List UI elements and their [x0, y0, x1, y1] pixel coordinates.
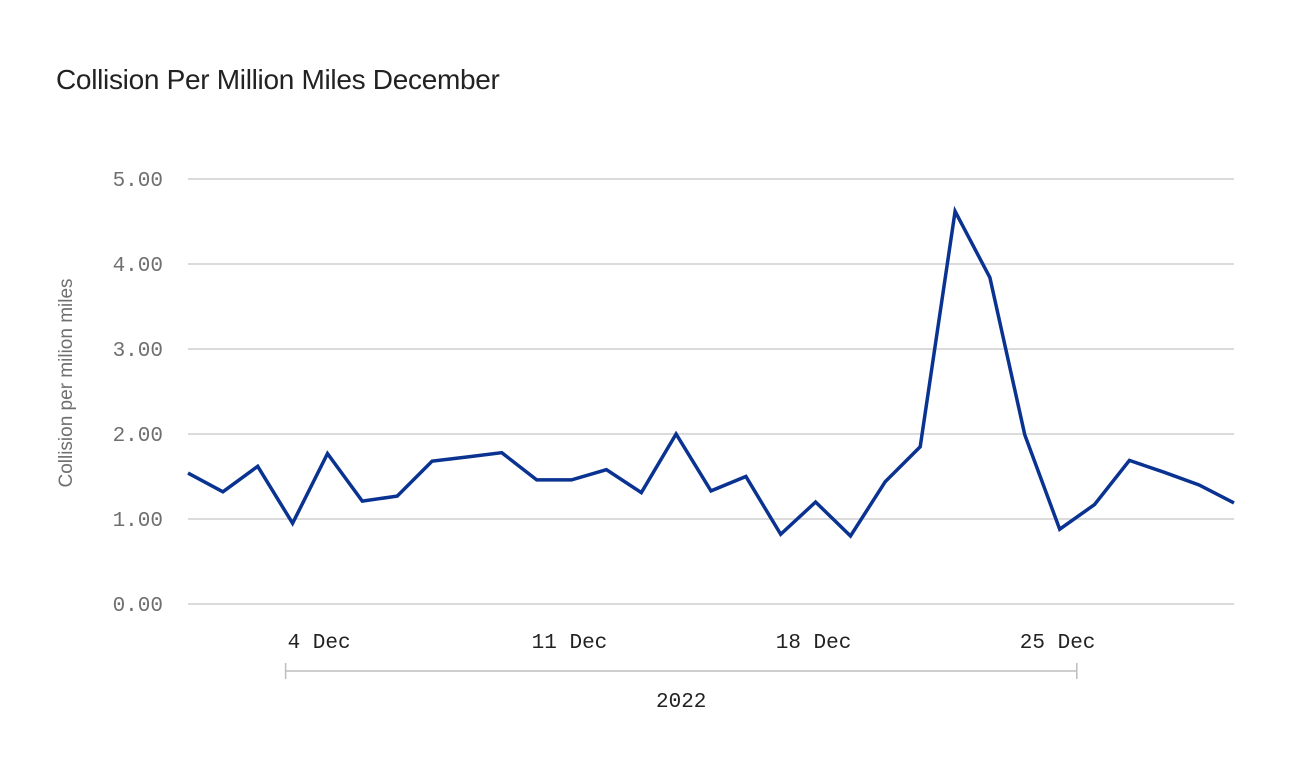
data-point[interactable]	[391, 490, 403, 502]
data-point[interactable]	[182, 467, 194, 479]
chart-title: Collision Per Million Miles December	[56, 64, 500, 95]
data-point[interactable]	[600, 464, 612, 476]
y-tick-label: 4.00	[113, 255, 163, 278]
y-axis-label: Collision per milion miles	[56, 278, 77, 487]
y-axis-ticks: 0.00 1.00 2.00 3.00 4.00 5.00	[113, 170, 163, 618]
data-point[interactable]	[984, 272, 996, 284]
data-point[interactable]	[670, 428, 682, 440]
data-point[interactable]	[356, 495, 368, 507]
year-label: 2022	[656, 691, 706, 714]
data-point[interactable]	[914, 441, 926, 453]
data-point[interactable]	[1228, 497, 1240, 509]
data-point[interactable]	[705, 485, 717, 497]
data-point[interactable]	[775, 528, 787, 540]
y-tick-label: 1.00	[113, 510, 163, 533]
data-point[interactable]	[635, 487, 647, 499]
data-point[interactable]	[531, 474, 543, 486]
data-point[interactable]	[321, 448, 333, 460]
data-point[interactable]	[1019, 429, 1031, 441]
data-point[interactable]	[252, 460, 264, 472]
x-tick-label: 11 Dec	[532, 632, 608, 655]
data-point[interactable]	[810, 496, 822, 508]
y-tick-label: 3.00	[113, 340, 163, 363]
data-point[interactable]	[287, 517, 299, 529]
y-tick-label: 5.00	[113, 170, 163, 193]
year-bracket	[284, 663, 1078, 679]
x-tick-label: 4 Dec	[288, 632, 351, 655]
data-point[interactable]	[1054, 523, 1066, 535]
data-point[interactable]	[1158, 466, 1170, 478]
data-point[interactable]	[740, 471, 752, 483]
y-tick-label: 2.00	[113, 425, 163, 448]
data-point[interactable]	[217, 486, 229, 498]
data-point[interactable]	[949, 205, 961, 217]
series-line	[187, 205, 1235, 539]
x-tick-label: 18 Dec	[776, 632, 852, 655]
data-point[interactable]	[1123, 454, 1135, 466]
data-point[interactable]	[461, 451, 473, 463]
series-layer	[182, 205, 1240, 542]
data-point[interactable]	[566, 474, 578, 486]
gridlines	[188, 178, 1234, 605]
data-point[interactable]	[1193, 479, 1205, 491]
data-point[interactable]	[496, 447, 508, 459]
data-point[interactable]	[1089, 499, 1101, 511]
data-point[interactable]	[426, 455, 438, 467]
data-point[interactable]	[879, 476, 891, 488]
x-axis-ticks: 4 Dec 11 Dec 18 Dec 25 Dec	[288, 632, 1096, 655]
data-point[interactable]	[844, 530, 856, 542]
x-tick-label: 25 Dec	[1020, 632, 1096, 655]
y-tick-label: 0.00	[113, 595, 163, 618]
